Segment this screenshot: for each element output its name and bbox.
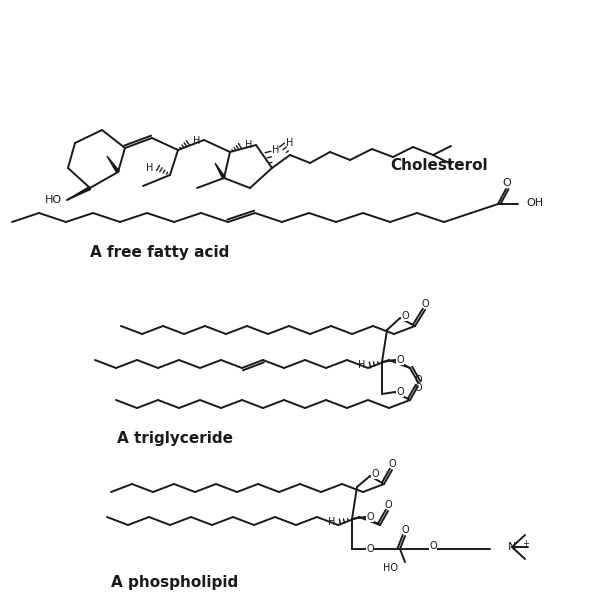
Text: O: O [384, 500, 392, 510]
Text: A triglyceride: A triglyceride [117, 431, 233, 445]
Text: N: N [508, 542, 516, 552]
Text: O: O [414, 383, 422, 393]
Text: O: O [366, 512, 374, 522]
Text: H: H [358, 360, 365, 370]
Text: H: H [327, 517, 335, 527]
Text: HO: HO [45, 195, 62, 205]
Text: O: O [414, 375, 422, 385]
Text: O: O [401, 311, 409, 321]
Polygon shape [215, 163, 225, 179]
Text: H: H [245, 140, 252, 150]
Text: HO: HO [383, 563, 398, 573]
Text: Cholesterol: Cholesterol [390, 157, 488, 173]
Text: H: H [286, 138, 293, 148]
Text: O: O [401, 525, 409, 535]
Polygon shape [67, 187, 91, 200]
Text: O: O [396, 355, 404, 365]
Text: A phospholipid: A phospholipid [111, 575, 238, 589]
Text: A free fatty acid: A free fatty acid [90, 245, 230, 260]
Text: +: + [522, 539, 529, 547]
Text: OH: OH [526, 198, 543, 208]
Text: O: O [396, 387, 404, 397]
Text: O: O [429, 541, 437, 551]
Text: O: O [371, 469, 379, 479]
Text: O: O [503, 178, 511, 188]
Text: H: H [146, 163, 153, 173]
Text: O: O [388, 459, 396, 469]
Text: O: O [366, 544, 374, 554]
Polygon shape [107, 156, 119, 173]
Text: H: H [272, 145, 279, 155]
Text: H: H [193, 136, 200, 146]
Text: O: O [421, 299, 429, 309]
